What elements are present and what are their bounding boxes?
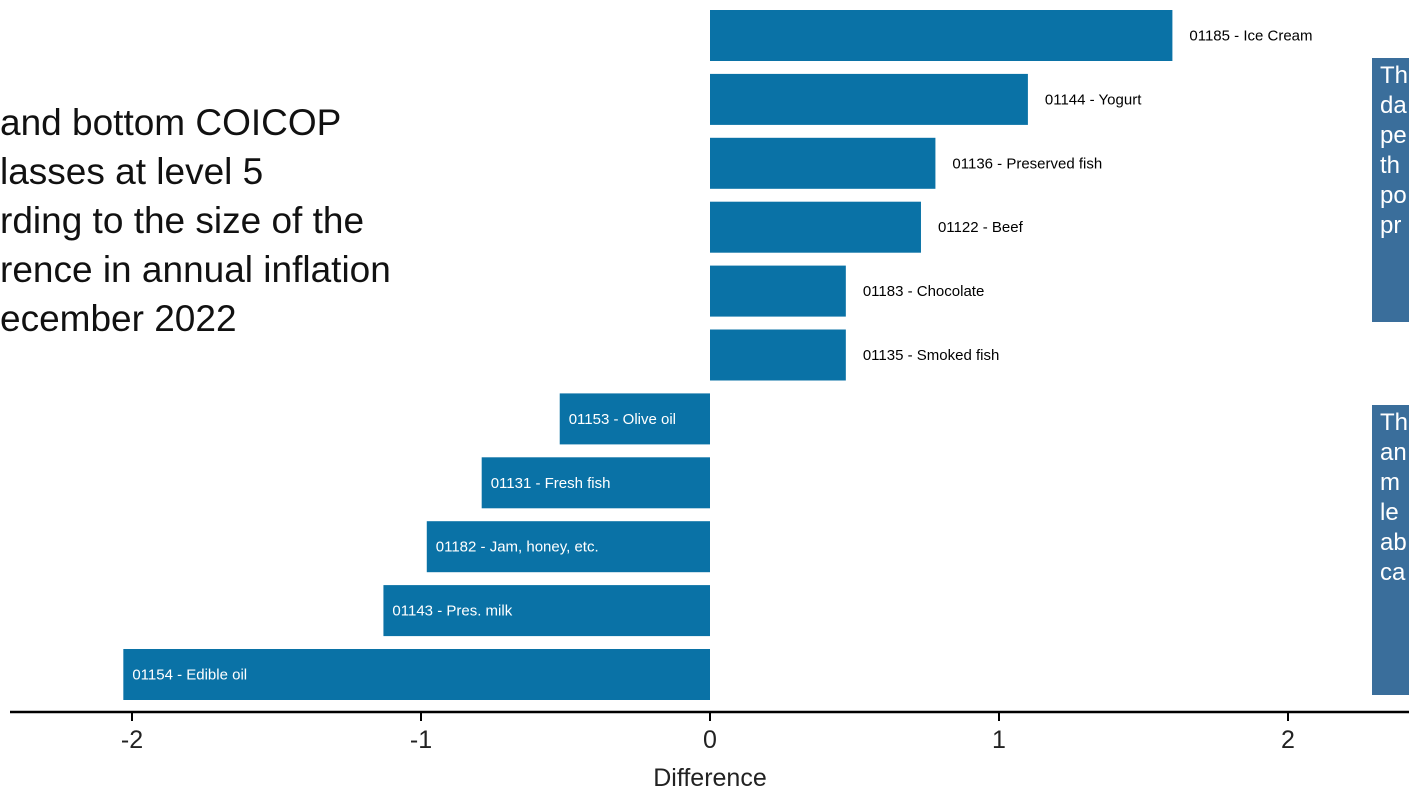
bar-label: 01144 - Yogurt	[1045, 91, 1142, 108]
bar-label: 01136 - Preserved fish	[952, 155, 1102, 172]
note-line: Th	[1380, 409, 1409, 436]
bar	[710, 265, 846, 317]
bar-label: 01154 - Edible oil	[132, 667, 247, 684]
bar-label: 01153 - Olive oil	[569, 411, 676, 428]
bar	[710, 329, 846, 381]
bar	[710, 10, 1173, 61]
bar	[383, 585, 710, 637]
bar-label: 01131 - Fresh fish	[491, 475, 611, 492]
bar	[710, 137, 936, 189]
note-line: ca	[1380, 559, 1406, 586]
bar-label: 01185 - Ice Cream	[1189, 28, 1312, 45]
note-line: ab	[1380, 529, 1407, 556]
chart-title: and bottom COICOP lasses at level 5 rdin…	[0, 98, 560, 343]
bar	[481, 457, 710, 509]
note-box-top: Th da pe th po pr	[1372, 58, 1409, 322]
note-line: m	[1380, 469, 1400, 496]
bar-labels-layer: 01185 - Ice Cream 01144 - Yogurt 01136 - P…	[132, 28, 1312, 684]
bar-label: 01182 - Jam, honey, etc.	[436, 539, 599, 556]
bar-label: 01143 - Pres. milk	[392, 603, 512, 620]
note-box-bottom: Th an m le ab ca	[1372, 405, 1409, 695]
bar	[710, 201, 921, 253]
x-axis-title: Difference	[653, 764, 767, 792]
bar	[559, 393, 710, 445]
note-line: le	[1380, 499, 1399, 526]
x-tick-label: 0	[703, 726, 717, 754]
x-axis: -2 -1 0 1 2 Difference	[10, 710, 1409, 792]
note-line: Th	[1380, 62, 1409, 89]
note-line: an	[1380, 439, 1407, 466]
bars-layer	[123, 10, 1173, 700]
title-line-2: lasses at level 5	[0, 151, 264, 192]
x-tick-label: -1	[410, 726, 432, 754]
note-line: po	[1380, 182, 1407, 209]
title-line-1: and bottom COICOP	[0, 102, 342, 143]
x-tick-label: -2	[121, 726, 143, 754]
title-line-4: rence in annual inflation	[0, 249, 391, 290]
x-tick-label: 1	[992, 726, 1006, 754]
x-tick-label: 2	[1281, 726, 1295, 754]
bar-label: 01135 - Smoked fish	[863, 347, 999, 364]
note-line: th	[1380, 152, 1401, 179]
bar-label: 01122 - Beef	[938, 219, 1024, 236]
bar	[710, 73, 1028, 125]
note-line: da	[1380, 92, 1407, 119]
note-line: pe	[1380, 122, 1407, 149]
bar	[123, 649, 710, 700]
title-line-5: ecember 2022	[0, 298, 237, 339]
title-line-3: rding to the size of the	[0, 200, 365, 241]
bar	[426, 521, 710, 573]
bar-label: 01183 - Chocolate	[863, 283, 984, 300]
note-line: pr	[1380, 212, 1402, 239]
